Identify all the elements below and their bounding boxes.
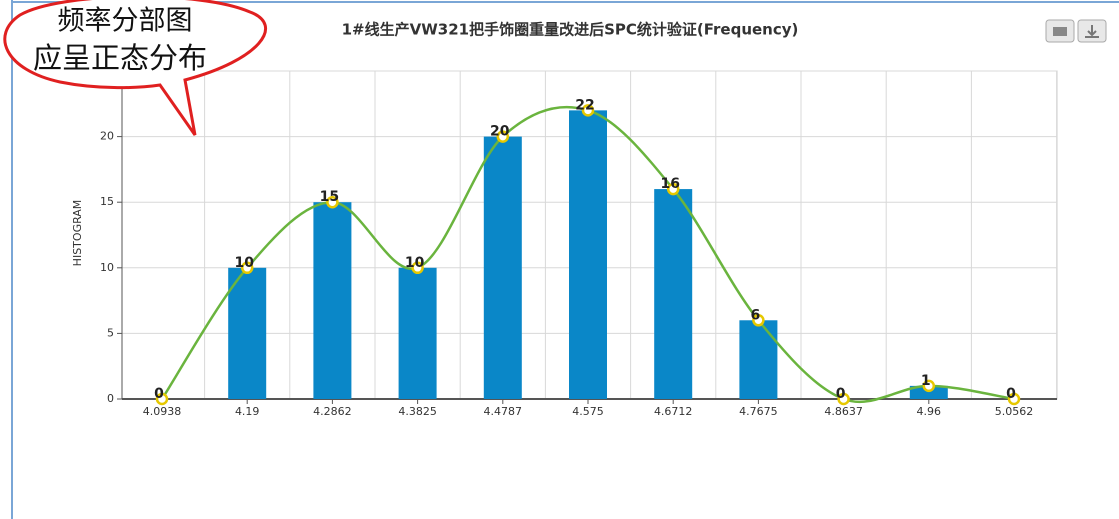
x-tick-label: 5.0562 [995,405,1034,418]
callout-bubble [3,0,268,136]
print-button[interactable] [1045,19,1075,43]
x-tick-label: 4.0938 [143,405,182,418]
bar [228,267,267,399]
data-label: 16 [660,176,679,192]
data-label: 1 [921,373,931,389]
callout: 频率分部图 应呈正态分布 [3,0,268,136]
y-tick-label: 10 [100,261,114,274]
x-tick-label: 4.575 [572,405,604,418]
y-tick-label: 20 [100,130,114,143]
point-marker [1007,392,1021,406]
point-marker [581,104,595,117]
x-tick-label: 4.6712 [654,405,693,418]
plot-area: 05101520254.09384.194.28624.38254.47874.… [100,64,1058,418]
data-label: 22 [575,97,594,113]
y-tick-label: 0 [107,392,114,405]
point-marker [496,130,510,143]
data-label: 10 [405,255,425,271]
bar [398,267,437,399]
bar [313,202,352,399]
bar [739,320,778,399]
bar [569,110,607,400]
chart-title: 1#线生产VW321把手饰圈重量改进后SPC统计验证(Frequency) [342,21,799,39]
data-label: 0 [1006,386,1016,402]
x-tick-label: 4.2862 [313,405,352,418]
x-tick-label: 4.3825 [398,405,437,418]
bar [909,385,948,399]
y-tick-label: 5 [107,326,114,339]
bar [483,136,522,399]
x-tick-label: 4.19 [235,405,260,418]
x-tick-label: 4.4787 [484,405,523,418]
point-marker [837,392,850,406]
callout-text: 频率分部图 [58,6,193,37]
export-button[interactable] [1077,19,1107,43]
data-label: 10 [234,255,254,271]
export-icon [1085,25,1099,38]
callout-text: 应呈正态分布 [33,41,207,75]
point-marker [155,392,169,406]
point-marker [752,314,765,327]
data-label: 15 [320,189,339,205]
x-tick-label: 4.7675 [739,405,778,418]
bar [654,189,693,399]
data-label: 0 [836,386,846,402]
point-marker [411,261,424,275]
point-marker [666,182,680,196]
data-label: 20 [490,124,510,140]
data-label: 6 [751,307,761,323]
point-marker [240,261,254,275]
data-label: 0 [154,386,164,402]
point-marker [326,195,339,209]
y-axis-title: HISTOGRAM [71,200,84,267]
x-tick-label: 4.96 [917,405,942,418]
print-icon [1053,27,1067,36]
y-tick-label: 15 [100,195,114,208]
x-tick-label: 4.8637 [824,405,863,418]
point-marker [922,379,936,393]
